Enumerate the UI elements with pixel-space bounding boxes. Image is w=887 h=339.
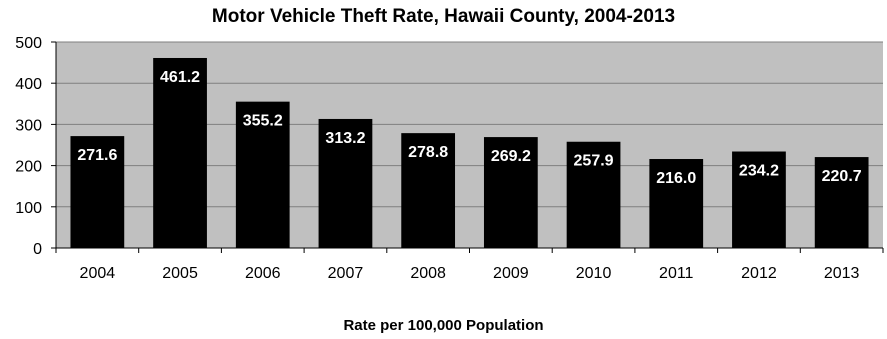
data-label-2011: 216.0 xyxy=(656,170,696,187)
y-tick-label: 200 xyxy=(15,159,42,176)
data-label-2013: 220.7 xyxy=(822,168,862,185)
x-tick-label-2009: 2009 xyxy=(493,265,529,282)
x-tick-label-2007: 2007 xyxy=(328,265,364,282)
data-label-2010: 257.9 xyxy=(574,153,614,170)
x-tick-label-2010: 2010 xyxy=(576,265,612,282)
bar-2006 xyxy=(235,101,290,249)
x-tick-label-2012: 2012 xyxy=(741,265,777,282)
data-label-2006: 355.2 xyxy=(243,113,283,130)
x-tick-label-2013: 2013 xyxy=(824,265,860,282)
x-tick-label-2004: 2004 xyxy=(80,265,116,282)
data-label-2008: 278.8 xyxy=(408,144,448,161)
data-label-2007: 313.2 xyxy=(325,130,365,147)
y-tick-label: 400 xyxy=(15,76,42,93)
data-label-2012: 234.2 xyxy=(739,163,779,180)
bar-2010 xyxy=(566,141,621,248)
x-tick-label-2005: 2005 xyxy=(162,265,198,282)
x-tick-label-2008: 2008 xyxy=(410,265,446,282)
data-label-2005: 461.2 xyxy=(160,69,200,86)
bar-2008 xyxy=(401,133,456,248)
data-label-2009: 269.2 xyxy=(491,148,531,165)
bar-2011 xyxy=(649,159,704,248)
bar-2005 xyxy=(153,57,207,249)
y-tick-label: 100 xyxy=(15,200,42,217)
x-axis-label: Rate per 100,000 Population xyxy=(343,317,544,334)
bar-2004 xyxy=(70,136,125,248)
chart-title: Motor Vehicle Theft Rate, Hawaii County,… xyxy=(211,6,676,27)
bar-2009 xyxy=(483,137,538,248)
data-label-2004: 271.6 xyxy=(77,147,117,164)
bar-2012 xyxy=(732,151,786,248)
y-tick-label: 500 xyxy=(15,35,42,52)
x-tick-label-2011: 2011 xyxy=(659,265,694,282)
y-tick-label: 300 xyxy=(15,117,42,134)
bar-2007 xyxy=(318,118,373,248)
bar-2013 xyxy=(814,157,869,248)
x-tick-label-2006: 2006 xyxy=(245,265,281,282)
y-tick-label: 0 xyxy=(33,241,42,258)
